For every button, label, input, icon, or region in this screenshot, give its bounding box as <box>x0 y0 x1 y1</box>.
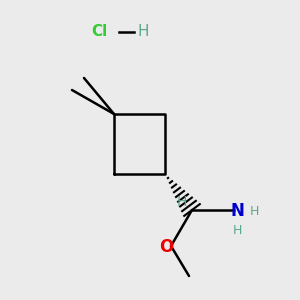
Text: Cl: Cl <box>92 24 108 39</box>
Text: H: H <box>137 24 149 39</box>
Text: N: N <box>231 202 244 220</box>
Text: H: H <box>250 205 259 218</box>
Text: H: H <box>176 196 187 209</box>
Text: H: H <box>233 224 242 237</box>
Text: O: O <box>159 238 174 256</box>
